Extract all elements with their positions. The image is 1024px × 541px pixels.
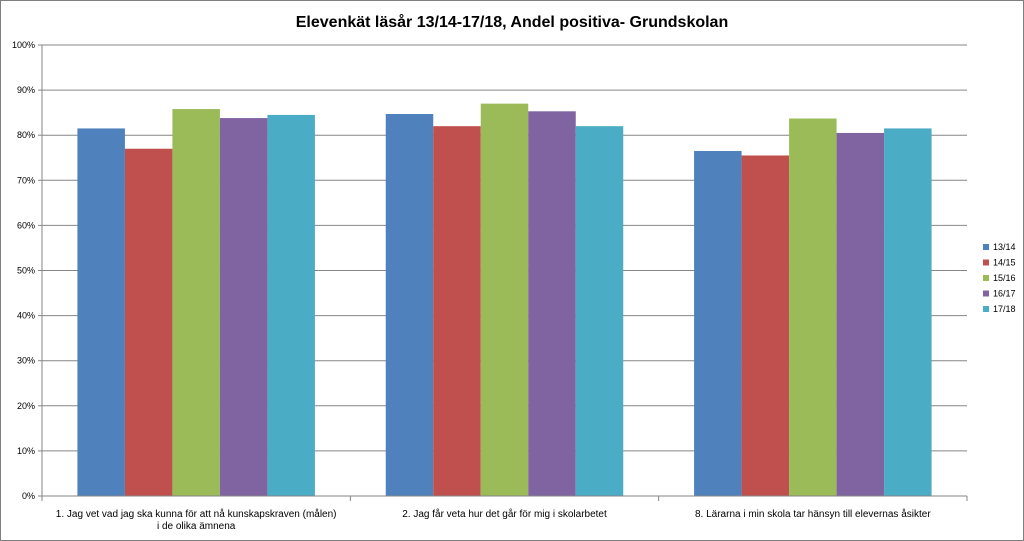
- bar-14-15-cat1: [124, 148, 173, 497]
- y-tick-label: 40%: [17, 311, 35, 321]
- legend: 13/14 14/15 15/16 16/17 17/18: [983, 242, 1016, 314]
- category-labels: 1. Jag vet vad jag ska kunna för att nå …: [56, 508, 932, 532]
- bar-17-18-cat2: [575, 126, 624, 497]
- category-label: 2. Jag får veta hur det går för mig i sk…: [402, 508, 607, 520]
- bar-17-18-cat1: [267, 114, 315, 496]
- bar-17-18-cat3: [884, 128, 932, 496]
- y-tick-label: 50%: [17, 266, 35, 276]
- y-tick-label: 100%: [12, 40, 35, 50]
- legend-label: 14/15: [993, 258, 1016, 268]
- bar-16-17-cat2: [528, 111, 576, 496]
- y-tick-label: 90%: [17, 85, 35, 95]
- legend-label: 15/16: [993, 273, 1016, 283]
- legend-swatch: [983, 306, 989, 312]
- y-tick-label: 20%: [17, 401, 35, 411]
- y-tick-label: 60%: [17, 220, 35, 230]
- y-tick-label: 70%: [17, 175, 35, 185]
- bars: [77, 103, 932, 497]
- bar-16-17-cat1: [219, 118, 268, 496]
- axes: [41, 45, 968, 501]
- bar-14-15-cat2: [433, 126, 481, 497]
- category-label: 8. Lärarna i min skola tar hänsyn till e…: [695, 508, 931, 520]
- category-label: 1. Jag vet vad jag ska kunna för att nå …: [56, 508, 337, 520]
- legend-swatch: [983, 275, 989, 281]
- bar-14-15-cat3: [741, 155, 790, 496]
- legend-label: 17/18: [993, 304, 1016, 314]
- bar-15-16-cat1: [172, 109, 220, 497]
- y-tick-label: 30%: [17, 356, 35, 366]
- legend-swatch: [983, 290, 989, 297]
- y-axis-ticks: 0% 10% 20% 30% 40% 50% 60% 70% 80% 90% 100%: [12, 40, 42, 501]
- y-tick-label: 80%: [17, 130, 35, 140]
- legend-label: 13/14: [993, 242, 1016, 252]
- legend-swatch: [983, 244, 989, 250]
- legend-label: 16/17: [993, 289, 1016, 299]
- bar-13-14-cat2: [385, 114, 434, 497]
- chart-title: Elevenkät läsår 13/14-17/18, Andel posit…: [296, 13, 728, 31]
- y-tick-label: 0%: [22, 491, 35, 501]
- bar-15-16-cat3: [789, 118, 837, 496]
- bar-13-14-cat3: [694, 150, 742, 497]
- bar-16-17-cat3: [836, 132, 885, 496]
- legend-swatch: [983, 259, 989, 266]
- category-label: i de olika ämnena: [157, 521, 236, 532]
- bar-15-16-cat2: [480, 103, 529, 496]
- bar-13-14-cat1: [77, 128, 125, 496]
- y-tick-label: 10%: [17, 446, 35, 456]
